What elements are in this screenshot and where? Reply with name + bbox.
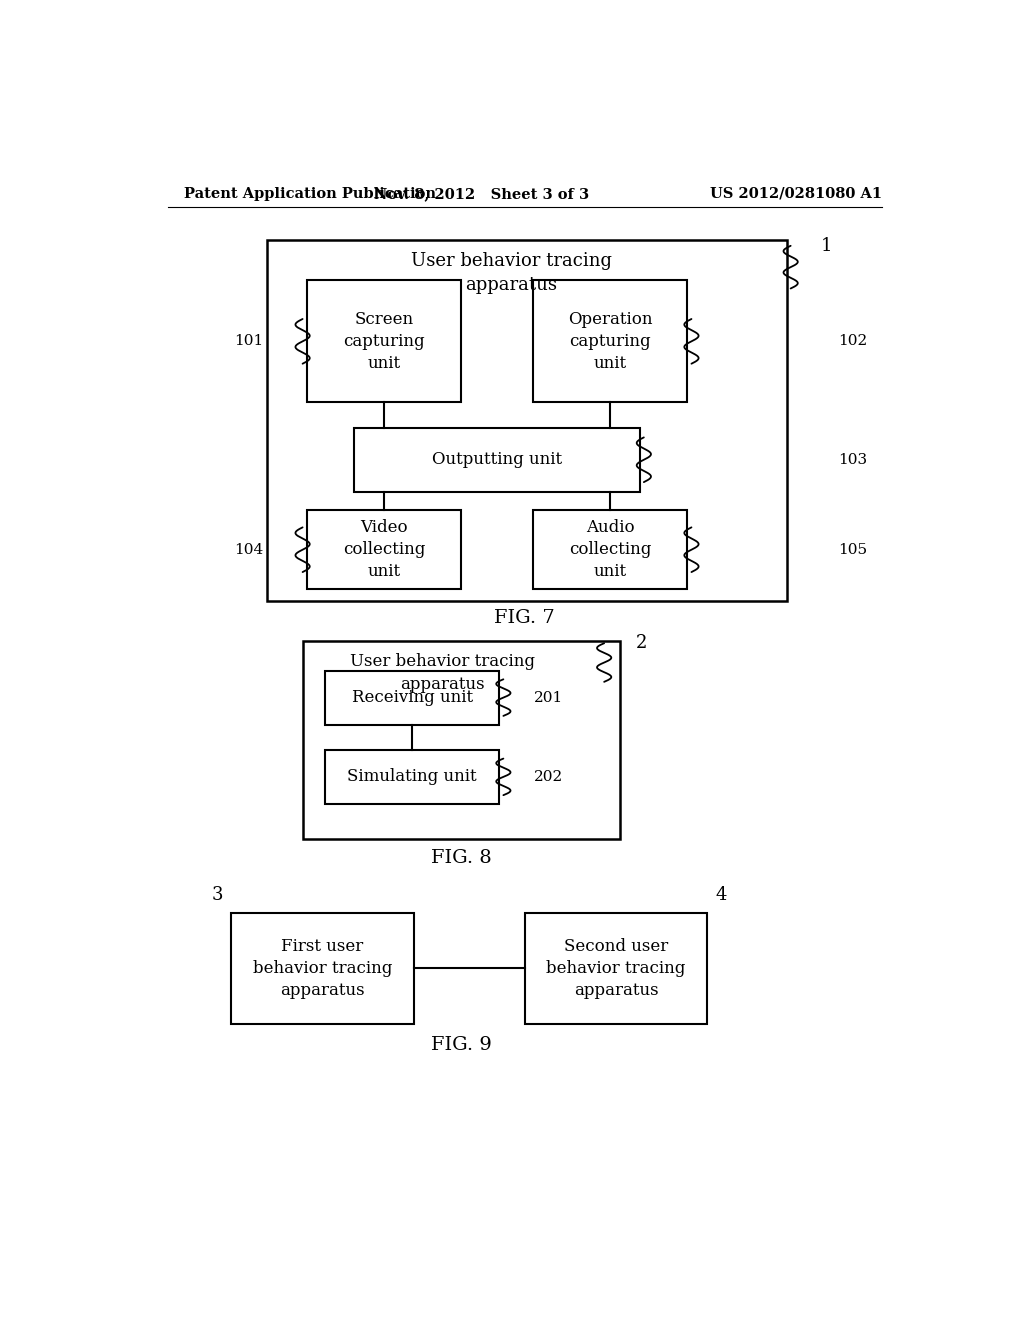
Bar <box>306 280 461 403</box>
Bar <box>306 510 461 589</box>
Text: Second user
behavior tracing
apparatus: Second user behavior tracing apparatus <box>547 937 686 999</box>
Bar <box>532 510 687 589</box>
Text: Patent Application Publication: Patent Application Publication <box>183 187 435 201</box>
Text: 102: 102 <box>839 334 867 348</box>
Text: Screen
capturing
unit: Screen capturing unit <box>343 310 425 372</box>
Text: 104: 104 <box>233 543 263 557</box>
Text: Video
collecting
unit: Video collecting unit <box>343 519 425 581</box>
Text: Nov. 8, 2012   Sheet 3 of 3: Nov. 8, 2012 Sheet 3 of 3 <box>374 187 589 201</box>
Text: 202: 202 <box>534 770 563 784</box>
Text: Receiving unit: Receiving unit <box>351 689 473 706</box>
Text: 4: 4 <box>715 887 727 904</box>
Bar <box>325 671 500 725</box>
Text: 103: 103 <box>839 453 867 467</box>
Text: FIG. 9: FIG. 9 <box>431 1036 492 1053</box>
Bar <box>532 280 687 403</box>
Text: 101: 101 <box>233 334 263 348</box>
Text: 105: 105 <box>839 543 867 557</box>
Text: 3: 3 <box>212 887 223 904</box>
Bar <box>325 750 500 804</box>
Bar <box>303 642 621 840</box>
Text: 2: 2 <box>636 634 647 652</box>
Bar <box>267 240 786 601</box>
Text: First user
behavior tracing
apparatus: First user behavior tracing apparatus <box>253 937 392 999</box>
Text: User behavior tracing
apparatus: User behavior tracing apparatus <box>350 653 535 693</box>
Text: Audio
collecting
unit: Audio collecting unit <box>569 519 651 581</box>
Text: 1: 1 <box>821 236 833 255</box>
Text: Outputting unit: Outputting unit <box>432 451 562 469</box>
Bar <box>524 912 708 1024</box>
Text: US 2012/0281080 A1: US 2012/0281080 A1 <box>710 187 882 201</box>
Text: User behavior tracing
apparatus: User behavior tracing apparatus <box>411 252 611 293</box>
Bar <box>231 912 414 1024</box>
Bar <box>354 428 640 492</box>
Text: FIG. 8: FIG. 8 <box>431 849 492 867</box>
Text: FIG. 7: FIG. 7 <box>495 609 555 627</box>
Text: 201: 201 <box>534 690 563 705</box>
Text: Operation
capturing
unit: Operation capturing unit <box>568 310 652 372</box>
Text: Simulating unit: Simulating unit <box>347 768 477 785</box>
